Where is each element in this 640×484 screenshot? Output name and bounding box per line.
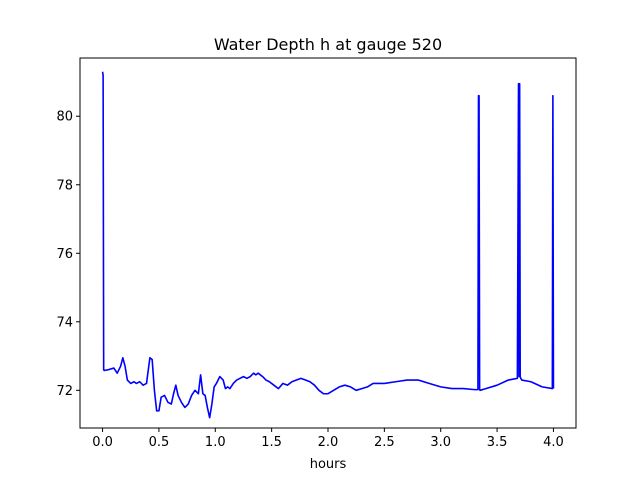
- x-axis-ticks: 0.0 0.5 1.0 1.5 2.0 2.5 3.0 3.5 4.0: [92, 428, 564, 450]
- y-tick-label: 72: [56, 384, 73, 399]
- x-tick-label: 1.0: [205, 435, 226, 450]
- x-tick-label: 3.0: [430, 435, 451, 450]
- y-axis-ticks: 72 74 76 78 80: [56, 110, 80, 399]
- plot-area: [80, 58, 576, 428]
- x-tick-label: 3.5: [487, 435, 508, 450]
- x-tick-label: 2.0: [318, 435, 339, 450]
- plot-frame: [79, 57, 577, 429]
- x-tick-label: 2.5: [374, 435, 395, 450]
- x-tick-label: 4.0: [543, 435, 564, 450]
- x-tick-label: 0.5: [149, 435, 170, 450]
- y-tick-label: 74: [56, 315, 73, 330]
- x-tick-label: 1.5: [261, 435, 282, 450]
- series-line-water-depth: [101, 71, 555, 419]
- x-axis-label: hours: [310, 457, 347, 472]
- series-layer: [101, 71, 555, 419]
- y-tick-label: 80: [56, 110, 73, 125]
- x-tick-label: 0.0: [92, 435, 113, 450]
- y-tick-label: 76: [56, 247, 73, 262]
- chart-title: Water Depth h at gauge 520: [214, 35, 442, 54]
- y-tick-label: 78: [56, 178, 73, 193]
